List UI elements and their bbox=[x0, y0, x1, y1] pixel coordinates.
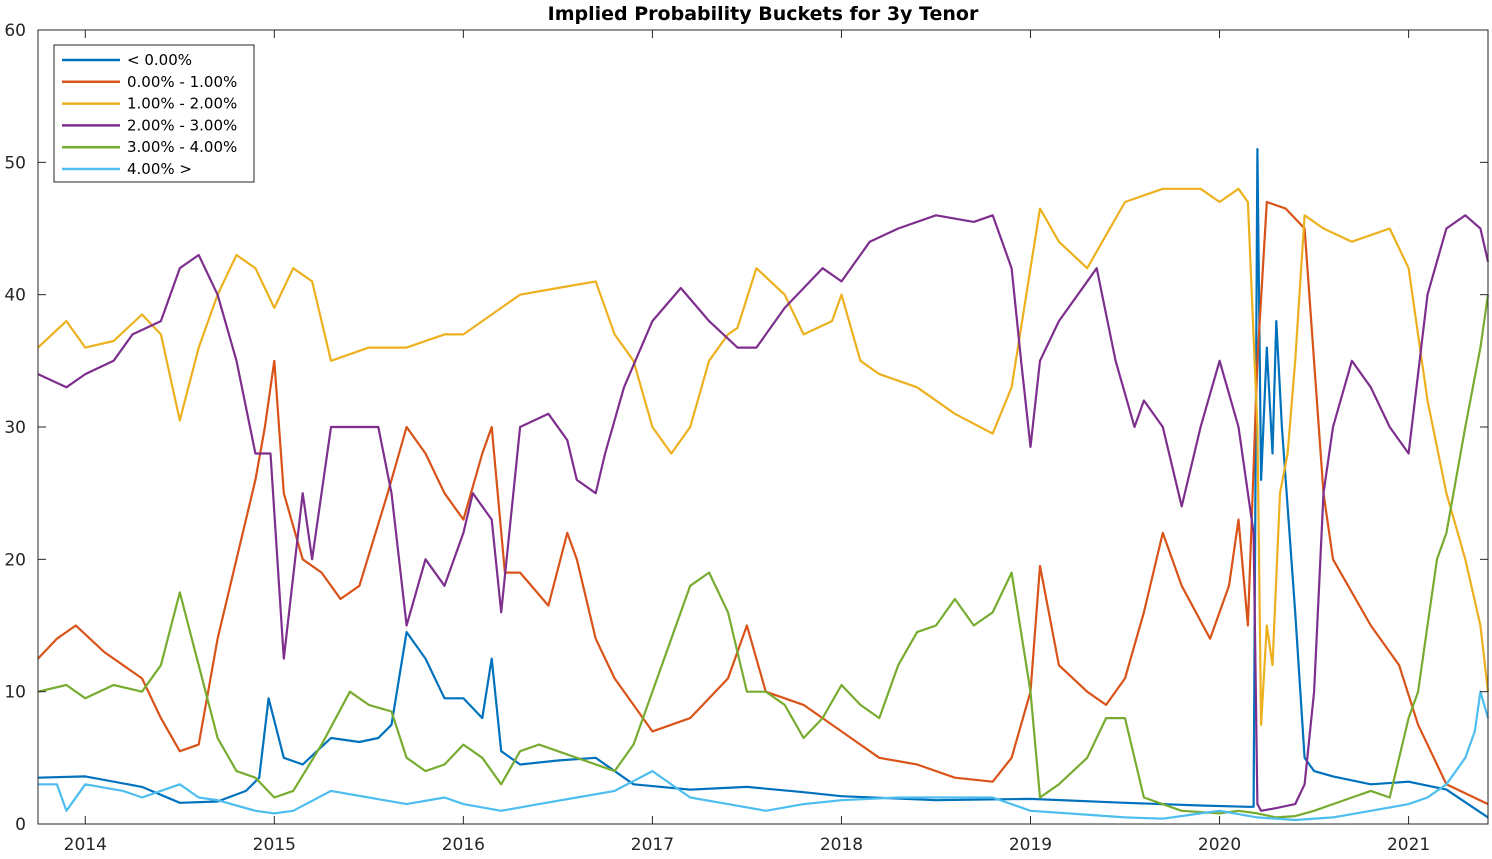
legend-entry-label: 1.00% - 2.00% bbox=[127, 95, 237, 113]
legend-entry-label: < 0.00% bbox=[127, 51, 192, 69]
legend-entry-label: 3.00% - 4.00% bbox=[127, 138, 237, 156]
y-tick-label: 10 bbox=[4, 683, 26, 703]
x-tick-label: 2017 bbox=[631, 835, 674, 855]
legend-box bbox=[53, 44, 255, 183]
x-tick-label: 2020 bbox=[1198, 835, 1241, 855]
chart-title: Implied Probability Buckets for 3y Tenor bbox=[548, 3, 979, 25]
y-tick-label: 60 bbox=[4, 21, 26, 41]
y-tick-label: 40 bbox=[4, 286, 26, 306]
x-axis: 2014 2015 2016 2017 2018 2019 2020 2021 bbox=[64, 30, 1430, 855]
x-tick-label: 2019 bbox=[1009, 835, 1052, 855]
y-tick-label: 20 bbox=[4, 550, 26, 570]
series-line-6 bbox=[38, 690, 1490, 822]
x-tick-label: 2016 bbox=[442, 835, 485, 855]
series-line-1 bbox=[37, 148, 1489, 819]
y-axis: 0 10 20 30 40 50 60 bbox=[4, 21, 1488, 835]
legend-entry-label: 2.00% - 3.00% bbox=[127, 116, 237, 134]
legend-entry-label: 4.00% > bbox=[127, 160, 192, 178]
y-tick-label: 50 bbox=[4, 153, 26, 173]
series-line-5 bbox=[37, 294, 1490, 819]
x-tick-label: 2015 bbox=[253, 835, 296, 855]
x-tick-label: 2021 bbox=[1387, 835, 1430, 855]
x-tick-label: 2014 bbox=[64, 835, 107, 855]
series-line-2 bbox=[37, 200, 1489, 806]
series-layer bbox=[37, 148, 1490, 822]
legend: < 0.00% 0.00% - 1.00% 1.00% - 2.00% 2.00% -… bbox=[53, 44, 255, 183]
series-line-4 bbox=[37, 214, 1490, 812]
legend-entry-label: 0.00% - 1.00% bbox=[127, 73, 237, 91]
x-tick-label: 2018 bbox=[820, 835, 863, 855]
y-tick-label: 30 bbox=[4, 418, 26, 438]
series-line-3 bbox=[37, 187, 1490, 726]
y-tick-label: 0 bbox=[15, 815, 26, 835]
